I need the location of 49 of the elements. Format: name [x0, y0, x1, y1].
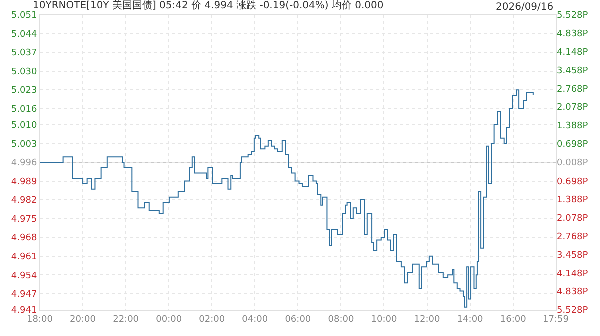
- y2-tick-label: 4.148P: [557, 269, 589, 280]
- x-tick-label: 10:00: [371, 314, 398, 325]
- y-tick-label: 4.968: [11, 234, 38, 244]
- y2-tick-label: 1.388P: [557, 196, 589, 206]
- y2-tick-label: 2.768P: [557, 232, 589, 243]
- y2-tick-label: 2.078P: [557, 214, 589, 224]
- y2-tick-label: 5.528P: [557, 306, 589, 316]
- y2-tick-label: 0.698P: [557, 140, 589, 150]
- y2-tick-label: 0.008P: [557, 158, 589, 168]
- x-tick-label: 14:00: [457, 314, 484, 325]
- y2-tick-label: 2.768P: [557, 84, 589, 95]
- x-tick-label: 17:59: [543, 314, 570, 325]
- x-tick-label: 22:00: [113, 314, 140, 325]
- y-tick-label: 4.941: [11, 306, 38, 316]
- y-tick-label: 4.982: [11, 196, 38, 206]
- y2-tick-label: 0.698P: [557, 177, 589, 188]
- y2-tick-label: 3.458P: [557, 66, 589, 76]
- y-tick-label: 4.947: [11, 290, 38, 300]
- text: 2026/09/16: [496, 2, 554, 13]
- x-tick-label: 08:00: [328, 314, 354, 325]
- y2-tick-label: 4.838P: [557, 288, 589, 298]
- x-tick-label: 16:00: [500, 314, 527, 325]
- y-tick-label: 4.954: [11, 271, 38, 282]
- y-tick-label: 4.989: [11, 177, 38, 188]
- chart-title: 10YRNOTE[10Y 美国国债] 05:42 价 4.994 涨跌 -0.19(-0.04%) 均价 0.000: [33, 0, 384, 12]
- y-tick-label: 5.030: [11, 67, 38, 78]
- x-tick-label: 18:00: [27, 314, 54, 325]
- x-tick-label: 06:00: [285, 314, 312, 325]
- y2-tick-label: 4.838P: [557, 30, 589, 40]
- y-tick-label: 5.010: [11, 121, 38, 132]
- y2-tick-label: 1.388P: [557, 122, 589, 132]
- y2-tick-label: 5.528P: [557, 11, 589, 22]
- y-tick-label: 4.961: [11, 252, 38, 263]
- y-tick-label: 5.044: [11, 30, 38, 40]
- y-tick-label: 4.996: [11, 158, 38, 169]
- x-tick-label: 12:00: [414, 314, 441, 325]
- x-tick-label: 02:00: [199, 314, 226, 325]
- y2-tick-label: 3.458P: [557, 250, 589, 261]
- x-tick-label: 00:00: [156, 314, 182, 325]
- y-tick-label: 5.037: [11, 48, 38, 59]
- y2-tick-label: 2.078P: [557, 103, 589, 114]
- y-tick-label: 5.003: [11, 140, 38, 150]
- y-tick-label: 4.975: [11, 214, 38, 225]
- y-tick-label: 5.051: [11, 11, 38, 22]
- y-tick-label: 5.023: [11, 86, 38, 96]
- y2-tick-label: 4.148P: [557, 48, 589, 58]
- x-tick-label: 20:00: [70, 314, 96, 325]
- y-tick-label: 5.016: [11, 105, 38, 116]
- x-tick-label: 04:00: [242, 314, 268, 325]
